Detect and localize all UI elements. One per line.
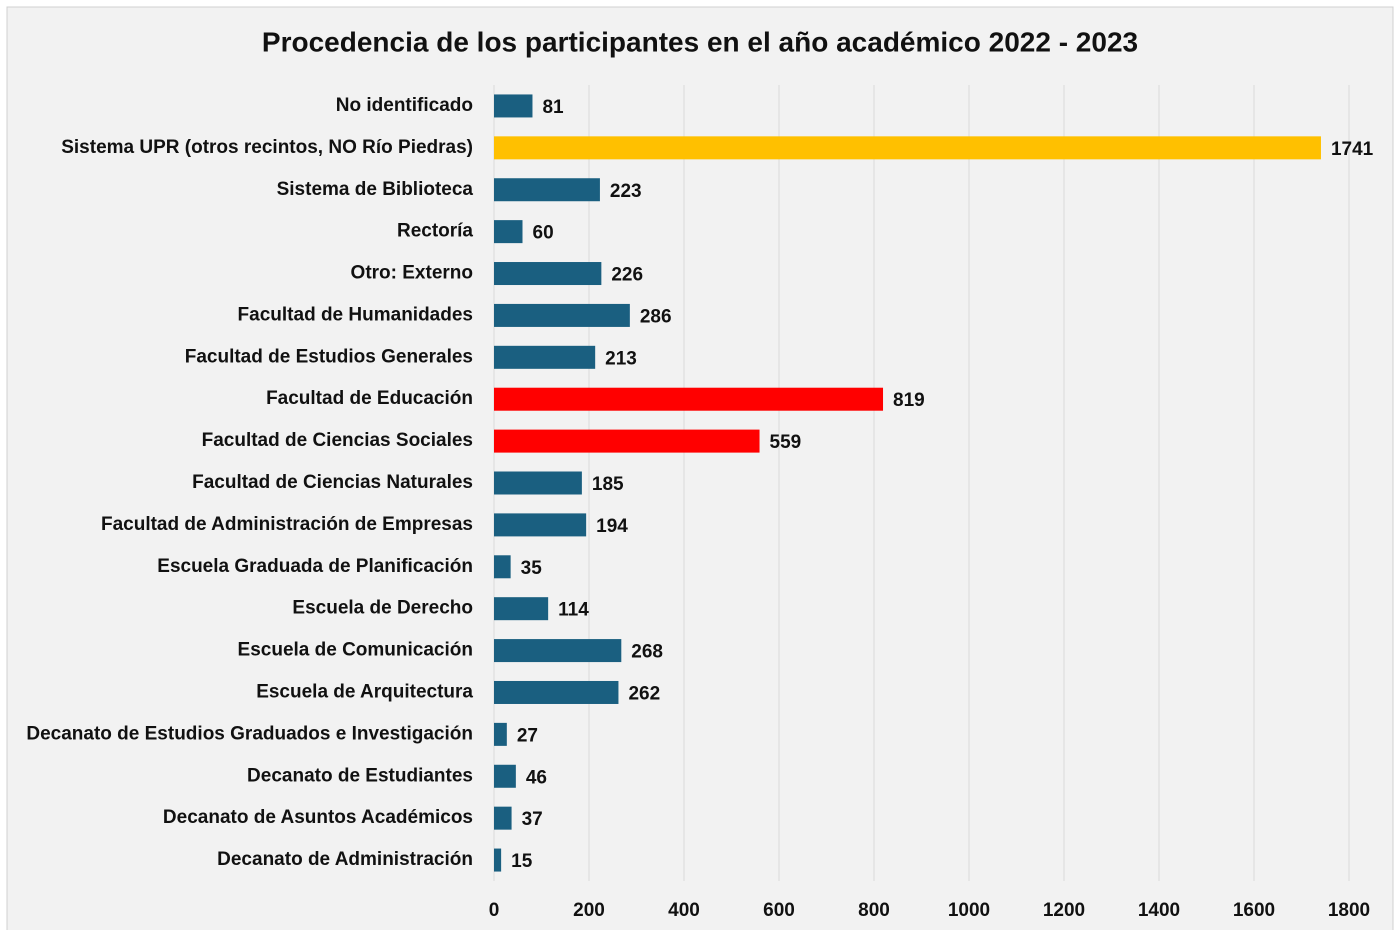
y-tick-label: Rectoría: [397, 221, 473, 242]
data-label: 286: [640, 306, 672, 327]
bar: [494, 848, 502, 872]
y-tick-label: Decanato de Administración: [217, 849, 473, 870]
data-label: 185: [592, 474, 624, 495]
data-label: 46: [526, 767, 547, 788]
x-tick-label: 0: [489, 900, 500, 921]
bar: [494, 597, 549, 621]
y-tick-label: Facultad de Estudios Generales: [185, 346, 473, 367]
data-label: 60: [533, 223, 554, 244]
bar: [494, 722, 507, 746]
y-tick-label: No identificado: [336, 95, 473, 116]
x-tick-label: 800: [858, 900, 890, 921]
x-tick-label: 1400: [1138, 900, 1180, 921]
data-label: 37: [522, 809, 543, 830]
bar: [494, 94, 533, 118]
x-tick-label: 1800: [1328, 900, 1370, 921]
y-tick-label: Facultad de Ciencias Sociales: [202, 430, 473, 451]
x-tick-label: 400: [668, 900, 700, 921]
y-tick-label: Decanato de Estudios Graduados e Investi…: [26, 723, 473, 744]
y-tick-label: Escuela Graduada de Planificación: [157, 556, 473, 577]
bar: [494, 303, 630, 327]
bar: [494, 764, 516, 788]
y-tick-label: Facultad de Ciencias Naturales: [192, 472, 473, 493]
data-label: 268: [631, 642, 663, 663]
data-label: 15: [511, 851, 533, 872]
data-label: 262: [628, 683, 660, 704]
bar: [494, 555, 511, 579]
data-label: 213: [605, 348, 637, 369]
x-tick-label: 1600: [1233, 900, 1275, 921]
data-label: 559: [770, 432, 802, 453]
data-label: 81: [542, 97, 564, 118]
bar: [494, 429, 760, 453]
bar: [494, 136, 1321, 160]
x-tick-label: 200: [573, 900, 605, 921]
data-label: 114: [558, 600, 589, 621]
y-tick-label: Decanato de Estudiantes: [247, 765, 473, 786]
bar: [494, 262, 602, 286]
y-tick-label: Decanato de Asuntos Académicos: [163, 807, 473, 828]
y-tick-label: Sistema UPR (otros recintos, NO Río Pied…: [61, 137, 473, 158]
bar: [494, 387, 884, 411]
x-tick-label: 1000: [948, 900, 990, 921]
data-label: 27: [517, 725, 538, 746]
y-tick-label: Otro: Externo: [351, 263, 473, 284]
chart-title: Procedencia de los participantes en el a…: [262, 26, 1138, 57]
bar: [494, 471, 582, 495]
bar: [494, 345, 596, 369]
x-tick-label: 600: [763, 900, 795, 921]
data-label: 226: [611, 265, 643, 286]
y-tick-label: Facultad de Humanidades: [238, 304, 473, 325]
bar: [494, 178, 600, 202]
data-label: 1741: [1331, 139, 1374, 160]
data-label: 223: [610, 181, 642, 202]
data-label: 194: [596, 516, 628, 537]
chart-background: [6, 6, 1394, 930]
y-tick-label: Facultad de Educación: [266, 388, 473, 409]
y-tick-label: Escuela de Comunicación: [238, 640, 473, 661]
bar: [494, 806, 512, 830]
bar: [494, 639, 622, 663]
y-tick-label: Escuela de Derecho: [292, 598, 473, 619]
data-label: 819: [893, 390, 925, 411]
y-tick-label: Escuela de Arquitectura: [256, 681, 473, 702]
y-tick-label: Sistema de Biblioteca: [277, 179, 474, 200]
data-label: 35: [521, 558, 543, 579]
y-tick-label: Facultad de Administración de Empresas: [101, 514, 473, 535]
bar: [494, 220, 523, 244]
bar: [494, 680, 619, 704]
bar: [494, 513, 587, 537]
x-tick-label: 1200: [1043, 900, 1085, 921]
